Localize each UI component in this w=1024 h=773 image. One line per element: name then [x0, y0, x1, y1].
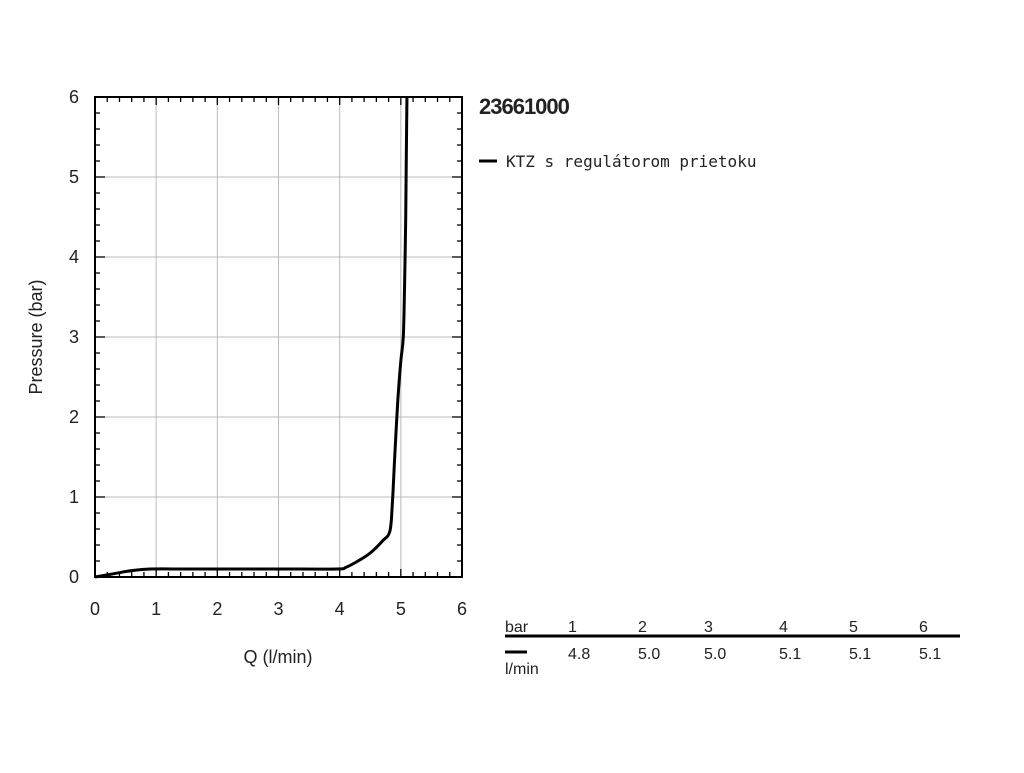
- y-tick-label: 6: [69, 87, 79, 107]
- y-tick-label: 0: [69, 567, 79, 587]
- y-tick-label: 5: [69, 167, 79, 187]
- table-flow-cell: 5.1: [919, 646, 941, 663]
- y-tick-label: 4: [69, 247, 79, 267]
- legend-label: KTZ s regulátorom prietoku: [506, 152, 756, 171]
- table-flow-cell: 4.8: [568, 646, 590, 663]
- x-tick-label: 3: [273, 599, 283, 619]
- table-flow-cell: 5.1: [849, 646, 871, 663]
- table-pressure-cell: 5: [849, 619, 858, 636]
- table-header-label: bar: [505, 619, 529, 636]
- table-pressure-cell: 4: [779, 619, 788, 636]
- y-tick-label: 1: [69, 487, 79, 507]
- tick-marks: [94, 96, 463, 578]
- x-tick-label: 1: [151, 599, 161, 619]
- table-pressure-cell: 6: [919, 619, 928, 636]
- table-flow-cell: 5.0: [638, 646, 660, 663]
- x-axis-label: Q (l/min): [244, 647, 313, 667]
- table-flow-cell: 5.0: [704, 646, 726, 663]
- x-tick-label: 6: [457, 599, 467, 619]
- tick-labels: 0 1 2 3 4 5 6 0 1 2 3 4 5 6: [69, 87, 467, 619]
- series-layer: [94, 96, 409, 579]
- table-pressure-cell: 1: [568, 619, 577, 636]
- series-line: [94, 96, 409, 579]
- legend: KTZ s regulátorom prietoku: [479, 152, 756, 171]
- table-row-label: l/min: [505, 661, 539, 678]
- table-pressure-cell: 2: [638, 619, 647, 636]
- y-tick-label: 3: [69, 327, 79, 347]
- x-tick-label: 5: [396, 599, 406, 619]
- chart-title: 23661000: [479, 94, 570, 119]
- table-pressure-cell: 3: [704, 619, 713, 636]
- y-axis-label: Pressure (bar): [26, 279, 46, 394]
- x-tick-label: 2: [212, 599, 222, 619]
- x-tick-label: 4: [335, 599, 345, 619]
- y-tick-label: 2: [69, 407, 79, 427]
- x-tick-label: 0: [90, 599, 100, 619]
- data-table: bar l/min 1 2 3 4 5 6 4.8 5.0 5.0 5.1 5.1 5.1: [505, 619, 960, 678]
- table-flow-cell: 5.1: [779, 646, 801, 663]
